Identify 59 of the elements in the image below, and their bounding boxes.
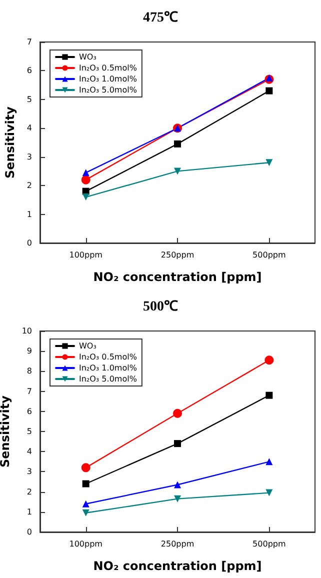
legend-label: In₂O₃ 5.0mol% xyxy=(79,86,138,94)
point xyxy=(82,169,90,176)
point xyxy=(82,500,90,508)
y-axis-title: Sensitivity xyxy=(0,395,12,468)
point xyxy=(266,392,273,399)
point xyxy=(264,356,274,365)
y-tick-label: 6 xyxy=(26,66,32,76)
chart-title: 475℃ xyxy=(143,10,178,26)
x-tick-label: 250ppm xyxy=(160,540,194,548)
legend-label: WO₃ xyxy=(79,342,96,350)
point xyxy=(174,481,181,488)
legend-label: In₂O₃ 0.5mol% xyxy=(79,352,138,362)
point xyxy=(266,87,273,94)
x-tick-label: 500ppm xyxy=(252,250,286,260)
x-axis-title: NO₂ concentration [ppm] xyxy=(93,559,262,573)
y-tick-label: 1 xyxy=(26,507,32,516)
y-axis-title: Sensitivity xyxy=(3,106,17,178)
point xyxy=(174,440,181,448)
x-tick-label: 250ppm xyxy=(160,250,194,260)
legend-label: In₂O₃ 1.0mol% xyxy=(79,364,138,372)
point xyxy=(266,74,273,82)
y-tick-label: 9 xyxy=(26,346,32,356)
x-tick-label: 100ppm xyxy=(69,250,103,260)
y-tick-label: 2 xyxy=(26,181,32,190)
y-tick-label: 4 xyxy=(26,447,32,456)
legend-label: In₂O₃ 5.0mol% xyxy=(79,374,138,384)
point xyxy=(174,495,181,502)
y-tick-label: 8 xyxy=(26,366,32,376)
y-tick-label: 7 xyxy=(26,386,32,396)
y-tick-label: 6 xyxy=(26,406,32,416)
point xyxy=(266,458,273,466)
y-tick-label: 7 xyxy=(26,38,32,46)
point xyxy=(82,194,90,201)
y-tick-label: 2 xyxy=(26,487,32,496)
point xyxy=(266,489,273,496)
point xyxy=(174,168,181,175)
point xyxy=(82,509,90,516)
point xyxy=(173,408,182,418)
y-tick-label: 1 xyxy=(26,210,32,219)
legend-label: In₂O₃ 0.5mol% xyxy=(79,64,138,72)
point xyxy=(81,175,90,184)
chart-title: 500℃ xyxy=(143,300,178,314)
y-tick-label: 3 xyxy=(26,152,32,162)
x-tick-label: 500ppm xyxy=(252,540,286,548)
x-axis-title: NO₂ concentration [ppm] xyxy=(93,270,262,284)
y-tick-label: 5 xyxy=(26,94,32,104)
y-tick-label: 0 xyxy=(26,528,32,536)
point xyxy=(174,140,181,148)
y-tick-label: 5 xyxy=(26,427,32,436)
y-tick-label: 0 xyxy=(26,238,32,248)
point xyxy=(266,159,273,166)
y-tick-label: 4 xyxy=(26,124,32,133)
x-tick-label: 100ppm xyxy=(69,540,103,548)
point xyxy=(82,480,90,488)
legend-label: WO₃ xyxy=(79,52,96,62)
y-tick-label: 10 xyxy=(22,326,32,336)
y-tick-label: 3 xyxy=(26,467,32,476)
point xyxy=(81,463,90,472)
legend-label: In₂O₃ 1.0mol% xyxy=(79,74,138,84)
